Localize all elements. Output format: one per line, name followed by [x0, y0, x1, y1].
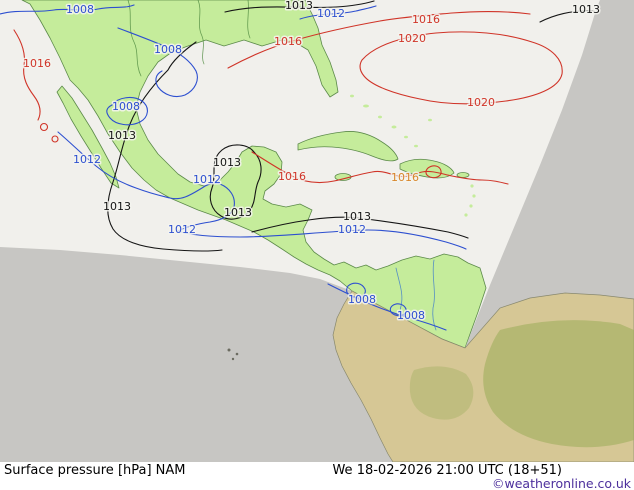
forest-shading — [409, 320, 634, 448]
isobar-1016-top-path — [227, 11, 531, 69]
surface-pressure-map: 1008 1013 1012 1016 1020 1016 1013 1008 1016 1008… — [0, 0, 634, 462]
isobar-label-1012: 1012 — [338, 223, 366, 236]
product-label: Surface pressure [hPa] NAM — [4, 463, 186, 478]
isobar-label-1008: 1008 — [66, 3, 94, 16]
isobar-label-1013: 1013 — [103, 200, 131, 213]
isobar-label-1008: 1008 — [348, 293, 376, 306]
cuba-island — [297, 131, 399, 162]
isobar-label-1008: 1008 — [112, 100, 140, 113]
isobar-label-1020: 1020 — [467, 96, 495, 109]
river-lines — [127, 0, 437, 331]
isobar-label-1013: 1013 — [343, 210, 371, 223]
isobar-label-1016: 1016 — [278, 170, 306, 183]
baja-california-peninsula — [56, 85, 120, 189]
isobar-1013-caribbean-path — [251, 216, 469, 239]
isobar-label-1013: 1013 — [572, 3, 600, 16]
status-bar: Surface pressure [hPa] NAM We 18-02-2026… — [0, 462, 634, 490]
lesser-antilles-islands — [464, 184, 476, 217]
isobar-1013-top-path — [224, 0, 375, 13]
land-in-domain — [21, 0, 487, 349]
isobar-label-1016: 1016 — [23, 57, 51, 70]
isobar-label-1012: 1012 — [168, 223, 196, 236]
copyright-label: ©weatheronline.co.uk — [492, 476, 631, 490]
isobar-label-1008: 1008 — [154, 43, 182, 56]
isobar-label-1013: 1013 — [213, 156, 241, 169]
isobar-blue-contours — [0, 4, 467, 331]
isobar-1013-topright-path — [539, 10, 595, 23]
isobar-1020-high-loop — [359, 31, 563, 105]
isobar-label-1016: 1016 — [274, 35, 302, 48]
bahamas-islands — [350, 94, 432, 148]
isobar-red-contours — [13, 11, 563, 185]
isobar-label-1013: 1013 — [108, 129, 136, 142]
isobar-label-1016: 1016 — [412, 13, 440, 26]
pacific-islets — [227, 348, 239, 361]
valid-time-label: We 18-02-2026 21:00 UTC (18+51) — [332, 463, 562, 478]
north-america-landmass — [21, 0, 487, 349]
isobar-label-1012: 1012 — [317, 7, 345, 20]
isobar-label-1008: 1008 — [397, 309, 425, 322]
isobar-label-1013: 1013 — [224, 206, 252, 219]
isobar-1013-west-path — [107, 41, 223, 252]
isobar-label-1020: 1020 — [398, 32, 426, 45]
isobar-label-1012: 1012 — [73, 153, 101, 166]
isobar-1016-caribbean-path — [251, 151, 509, 185]
isobar-label-1012: 1012 — [193, 173, 221, 186]
isobar-label-1016: 1016 — [391, 171, 419, 184]
isobar-label-1013: 1013 — [285, 0, 313, 12]
